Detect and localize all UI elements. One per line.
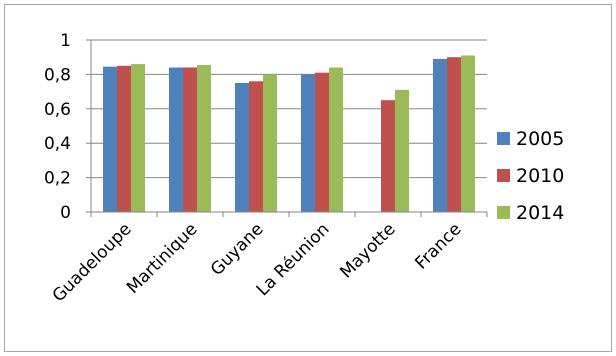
legend-label-2005: 2005 (516, 128, 564, 150)
y-tick-label: 0,2 (44, 169, 71, 189)
y-tick-label: 0,8 (44, 65, 71, 85)
category-label: France (411, 219, 465, 273)
category-label: Guadeloupe (49, 219, 136, 306)
legend-swatch-2014 (497, 206, 510, 219)
axes (86, 39, 488, 217)
legend-swatch-2005 (497, 132, 510, 145)
bar-2014-france (461, 55, 475, 213)
legend-label-2014: 2014 (516, 202, 564, 224)
bar-2014-la-réunion (329, 67, 343, 213)
bar-2005-guyane (235, 83, 249, 212)
y-tick-label: 0,4 (44, 134, 71, 154)
bar-2005-france (433, 58, 447, 212)
legend-swatch-2010 (497, 169, 510, 182)
bar-2010-martinique (183, 67, 197, 213)
bars (103, 55, 475, 213)
bar-2010-guyane (249, 81, 263, 212)
bar-2010-guadeloupe (117, 65, 131, 212)
legend: 2005 2010 2014 (497, 128, 564, 224)
bar-2005-martinique (169, 67, 183, 213)
y-tick-label: 0,6 (44, 100, 71, 120)
bar-2014-mayotte (395, 89, 409, 212)
bar-2010-france (447, 57, 461, 213)
category-label: Guyane (207, 219, 268, 280)
bar-2010-mayotte (381, 100, 395, 212)
y-tick-label: 0 (60, 203, 71, 223)
bar-2010-la-réunion (315, 72, 329, 213)
bar-2014-guyane (263, 74, 277, 213)
y-tick-label: 1 (60, 31, 71, 51)
bar-2005-la-réunion (301, 74, 315, 213)
bar-2014-guadeloupe (131, 64, 145, 212)
bar-2005-guadeloupe (103, 66, 117, 212)
category-label: Mayotte (336, 219, 399, 282)
gridlines (91, 39, 487, 179)
bar-2014-martinique (197, 64, 211, 212)
legend-label-2010: 2010 (516, 165, 564, 187)
category-label: Martinique (123, 219, 201, 297)
y-tick-labels: 0 0,2 0,4 0,6 0,8 1 (44, 31, 71, 223)
